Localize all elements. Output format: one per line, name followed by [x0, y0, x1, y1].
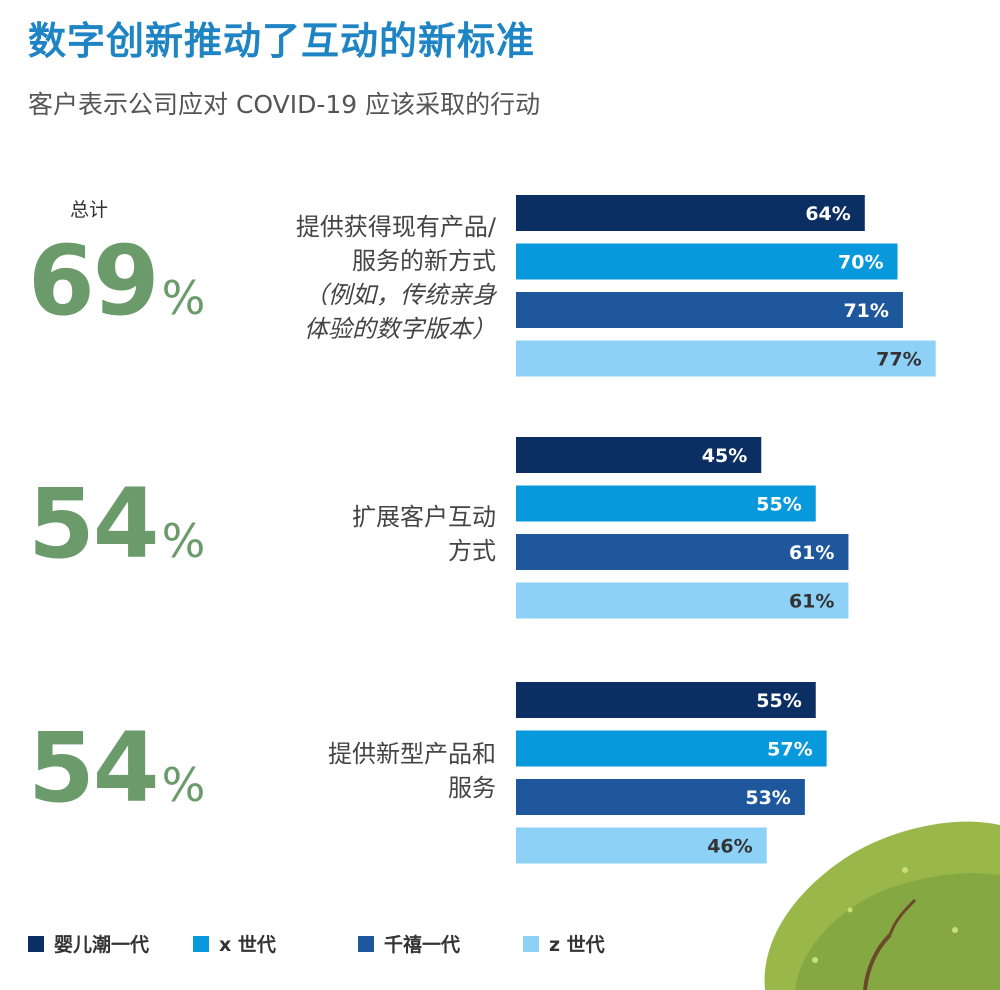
category-line: 方式	[448, 537, 496, 565]
legend-label: 千禧一代	[384, 934, 461, 956]
bar-value-label: 46%	[707, 836, 752, 858]
bar	[516, 827, 767, 864]
legend-swatch	[193, 935, 209, 952]
legend-label: x 世代	[219, 934, 276, 956]
bar	[516, 195, 865, 231]
bar	[516, 730, 827, 767]
bar	[516, 292, 903, 328]
legend-item: 婴儿潮一代	[28, 930, 193, 957]
legend-item: x 世代	[193, 930, 358, 957]
total-value-2: 54%	[28, 468, 205, 580]
category-line: 服务	[448, 774, 496, 802]
bar-value-label: 71%	[843, 300, 888, 322]
bar-value-label: 55%	[756, 494, 801, 516]
bar	[516, 779, 805, 815]
legend-swatch	[358, 935, 374, 952]
chart-legend: 婴儿潮一代 x 世代 千禧一代 z 世代	[28, 930, 688, 957]
bar	[516, 534, 849, 570]
category-line: 提供获得现有产品/	[295, 213, 496, 241]
legend-item: z 世代	[523, 930, 688, 957]
bar-value-label: 53%	[745, 787, 790, 809]
total-label: 总计	[70, 199, 109, 221]
bar-value-label: 61%	[789, 591, 834, 613]
bar-value-label: 57%	[767, 739, 812, 761]
legend-label: 婴儿潮一代	[54, 934, 150, 956]
bar-value-label: 70%	[838, 252, 883, 274]
bar-value-label: 61%	[789, 542, 834, 564]
category-line: 提供新型产品和	[328, 740, 496, 768]
category-note: （例如，传统亲身	[304, 281, 496, 309]
bar	[516, 340, 936, 377]
category-label-1: 提供获得现有产品/ 服务的新方式 （例如，传统亲身 体验的数字版本）	[296, 210, 496, 346]
legend-label: z 世代	[549, 934, 605, 956]
legend-item: 千禧一代	[358, 930, 523, 957]
bar	[516, 437, 762, 473]
total-unit: %	[161, 758, 206, 812]
category-line: 服务的新方式	[352, 247, 496, 275]
category-label-2: 扩展客户互动 方式	[352, 500, 496, 568]
total-number: 69	[28, 225, 160, 337]
legend-swatch	[523, 935, 539, 952]
bar	[516, 243, 898, 280]
bar-value-label: 77%	[876, 349, 921, 371]
bar-value-label: 45%	[702, 445, 747, 467]
total-value-3: 54%	[28, 712, 205, 824]
legend-swatch	[28, 935, 44, 952]
total-value-1: 69%	[28, 225, 205, 337]
page-subtitle: 客户表示公司应对 COVID-19 应该采取的行动	[28, 90, 541, 119]
category-label-3: 提供新型产品和 服务	[328, 737, 496, 805]
bar	[516, 682, 816, 718]
bar-value-label: 55%	[756, 690, 801, 712]
total-number: 54	[28, 712, 160, 824]
category-note: 体验的数字版本）	[304, 315, 496, 343]
category-line: 扩展客户互动	[352, 503, 496, 531]
total-unit: %	[161, 271, 206, 325]
bar-value-label: 64%	[805, 203, 850, 225]
total-number: 54	[28, 468, 160, 580]
bar	[516, 485, 816, 522]
bar	[516, 582, 849, 619]
tree-illustration	[764, 821, 1000, 990]
total-unit: %	[161, 514, 206, 568]
page-title: 数字创新推动了互动的新标准	[28, 19, 536, 63]
